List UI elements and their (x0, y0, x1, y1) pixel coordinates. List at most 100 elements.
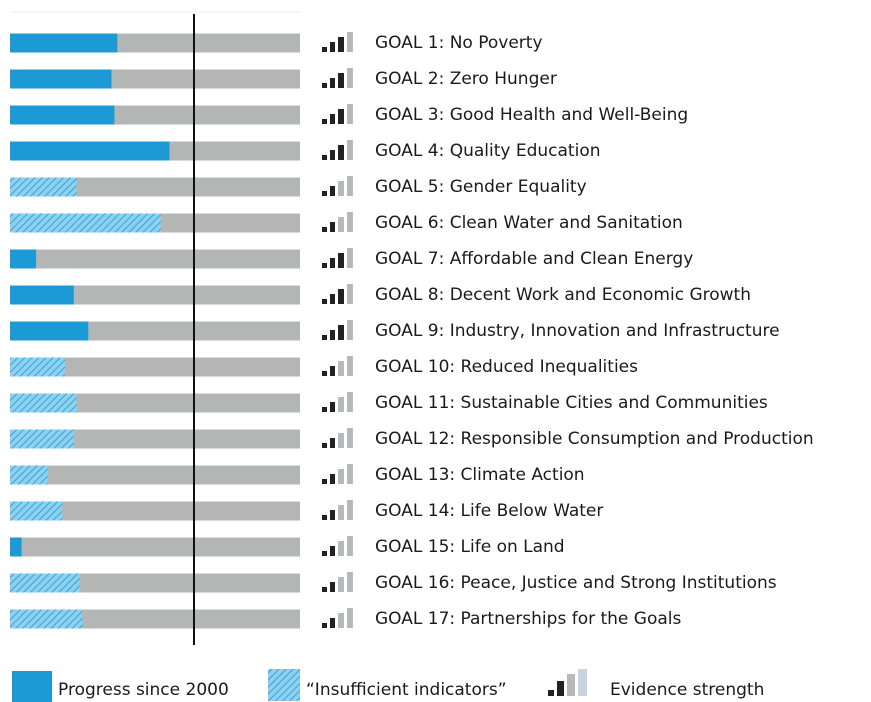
bar (10, 501, 63, 521)
evidence-bar (322, 83, 327, 88)
evidence-icon (322, 212, 353, 232)
evidence-bar (347, 212, 353, 232)
goal-label: GOAL 5: Gender Equality (375, 177, 587, 197)
goal-label: GOAL 6: Clean Water and Sanitation (375, 213, 683, 233)
evidence-bar (330, 330, 335, 340)
evidence-bar (347, 284, 353, 304)
evidence-bar (347, 500, 353, 520)
evidence-bar (330, 42, 335, 52)
evidence-bar (330, 186, 335, 196)
evidence-bar (338, 577, 344, 592)
evidence-icon (322, 140, 353, 160)
bar (10, 33, 118, 53)
evidence-bar (338, 37, 344, 52)
bar (10, 213, 161, 233)
evidence-bar (322, 371, 327, 376)
evidence-bar (322, 299, 327, 304)
bar (10, 465, 48, 485)
evidence-bar (338, 361, 344, 376)
evidence-bar (347, 392, 353, 412)
evidence-icon (322, 464, 353, 484)
evidence-bar (330, 510, 335, 520)
evidence-icon (322, 500, 353, 520)
goal-label: GOAL 8: Decent Work and Economic Growth (375, 285, 751, 305)
evidence-bar (322, 335, 327, 340)
evidence-bar (322, 227, 327, 232)
evidence-bar (322, 479, 327, 484)
evidence-bar (347, 140, 353, 160)
evidence-bar (322, 443, 327, 448)
goal-label: GOAL 16: Peace, Justice and Strong Insti… (375, 573, 777, 593)
evidence-icon (322, 248, 353, 268)
evidence-bar (330, 294, 335, 304)
goal-label: GOAL 4: Quality Education (375, 141, 601, 161)
evidence-bar (338, 541, 344, 556)
bar (10, 321, 89, 341)
evidence-bar (322, 515, 327, 520)
evidence-bar (330, 402, 335, 412)
evidence-icon (322, 572, 353, 592)
bar (10, 393, 77, 413)
track (10, 249, 300, 269)
evidence-bar (330, 78, 335, 88)
evidence-bar (322, 587, 327, 592)
evidence-bar (338, 433, 344, 448)
track (10, 177, 300, 197)
bar (10, 573, 80, 593)
evidence-bar (330, 474, 335, 484)
evidence-bar (330, 582, 335, 592)
evidence-bar (330, 150, 335, 160)
evidence-bar (322, 191, 327, 196)
goal-label: GOAL 3: Good Health and Well-Being (375, 105, 688, 125)
bar (10, 105, 115, 125)
goal-label: GOAL 7: Affordable and Clean Energy (375, 249, 693, 269)
evidence-bar (338, 469, 344, 484)
bar (10, 69, 112, 89)
evidence-bar (322, 263, 327, 268)
evidence-icon (322, 428, 353, 448)
track (10, 573, 300, 593)
evidence-bar (338, 217, 344, 232)
evidence-icon (322, 320, 353, 340)
evidence-bar (347, 176, 353, 196)
evidence-bar (338, 325, 344, 340)
goal-label: GOAL 10: Reduced Inequalities (375, 357, 638, 377)
evidence-icon (322, 356, 353, 376)
evidence-icon (322, 536, 353, 556)
evidence-bar (338, 613, 344, 628)
goal-label: GOAL 13: Climate Action (375, 465, 585, 485)
evidence-bar (338, 109, 344, 124)
bar (10, 285, 74, 305)
track (10, 501, 300, 521)
track (10, 537, 300, 557)
evidence-bar (347, 572, 353, 592)
evidence-bar (338, 505, 344, 520)
evidence-bar (347, 320, 353, 340)
evidence-bar (338, 397, 344, 412)
goal-label: GOAL 11: Sustainable Cities and Communit… (375, 393, 768, 413)
evidence-bar (330, 222, 335, 232)
track (10, 393, 300, 413)
legend-swatch (268, 669, 300, 701)
evidence-bar (322, 47, 327, 52)
evidence-icon (322, 284, 353, 304)
evidence-bar (338, 253, 344, 268)
track (10, 357, 300, 377)
evidence-bar (322, 623, 327, 628)
evidence-bar (347, 464, 353, 484)
evidence-bar (330, 114, 335, 124)
evidence-bar (347, 608, 353, 628)
evidence-icon (322, 32, 353, 52)
legend-swatch (12, 671, 52, 702)
goal-label: GOAL 2: Zero Hunger (375, 69, 557, 89)
evidence-bar (347, 356, 353, 376)
evidence-bar (338, 181, 344, 196)
legend-evidence-icon (548, 669, 587, 696)
evidence-bar (338, 73, 344, 88)
legend-label: “Insufficient indicators” (306, 680, 507, 700)
track (10, 429, 300, 449)
evidence-icon (322, 608, 353, 628)
bar (10, 249, 37, 269)
legend-label: Progress since 2000 (58, 680, 229, 700)
